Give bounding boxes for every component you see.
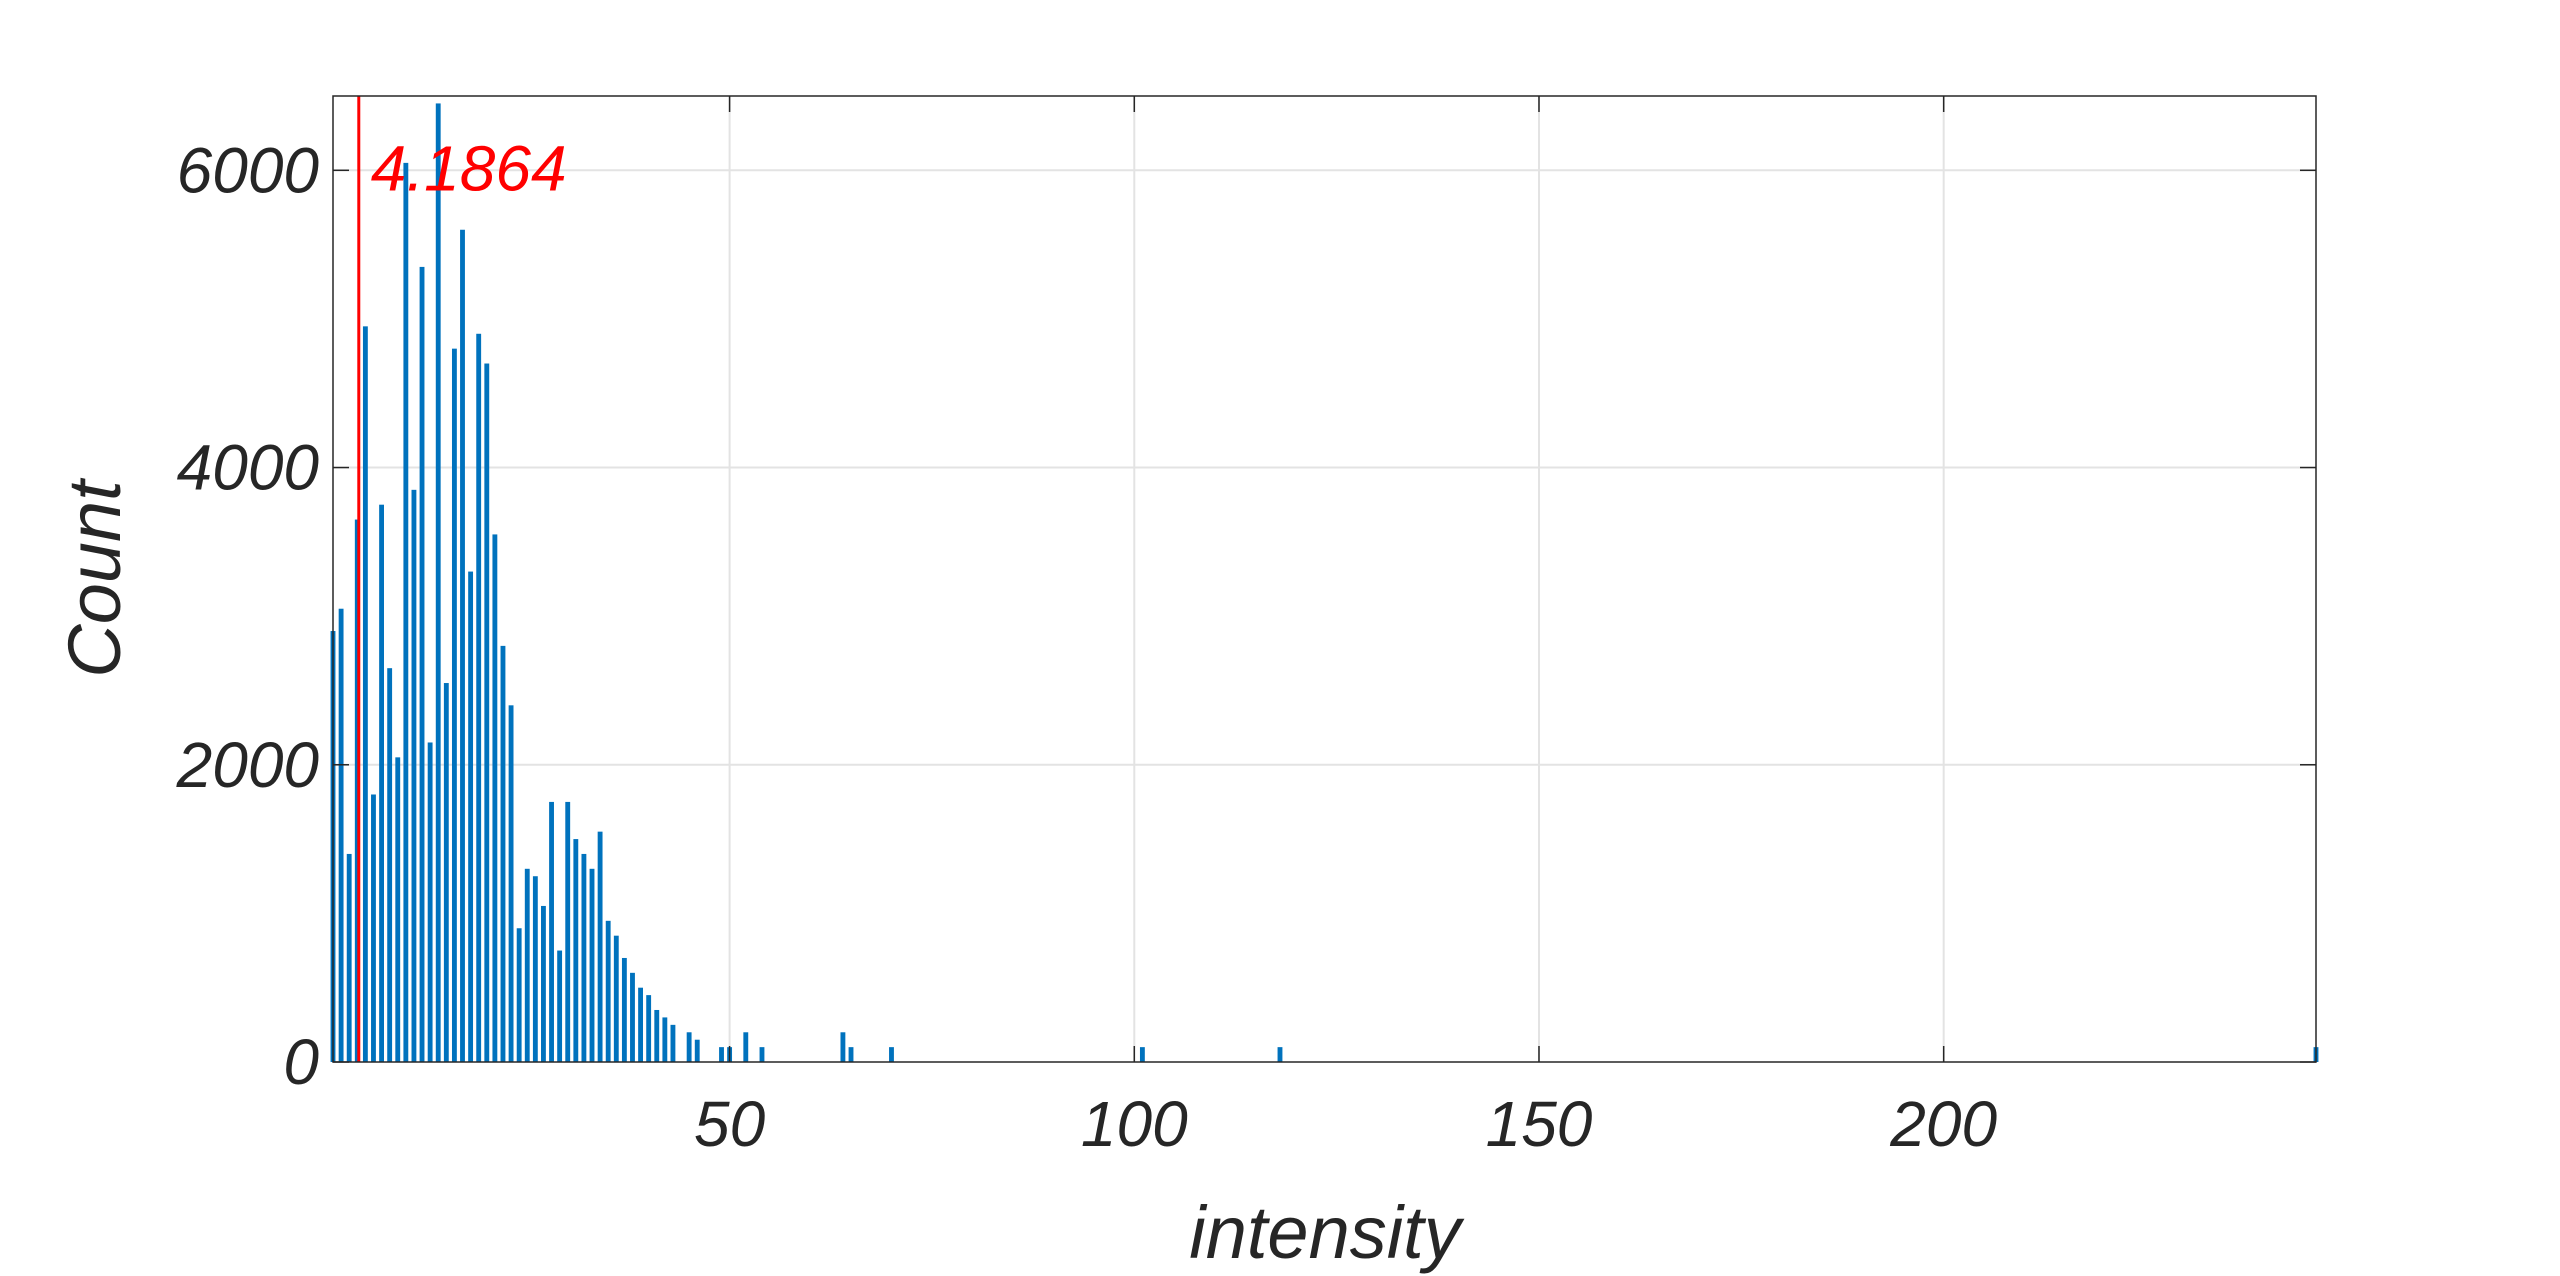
histogram-bar <box>889 1047 894 1062</box>
histogram-bar <box>354 519 360 1062</box>
histogram-bar <box>621 957 627 1062</box>
y-tick-label: 0 <box>283 1026 319 1098</box>
histogram-bar <box>476 333 482 1062</box>
histogram-bar <box>557 950 563 1062</box>
histogram-bar <box>362 326 368 1063</box>
histogram-bar <box>508 705 514 1062</box>
histogram-bar <box>516 928 522 1062</box>
histogram-bar <box>500 645 506 1062</box>
y-axis-ticks: 0 2000 4000 6000 <box>176 134 2316 1098</box>
histogram-bar <box>743 1032 749 1062</box>
histogram-bar <box>484 363 490 1062</box>
histogram-bar <box>686 1032 692 1062</box>
histogram-bar <box>848 1047 854 1062</box>
histogram-bar <box>403 162 409 1062</box>
plot-frame <box>332 95 2317 1063</box>
histogram-bar <box>670 1024 676 1062</box>
x-tick-label: 150 <box>1486 1088 1593 1160</box>
histogram-bar <box>549 801 554 1062</box>
histogram-bar <box>541 905 546 1062</box>
histogram-bar <box>379 504 384 1062</box>
histogram-bar <box>338 608 344 1062</box>
histogram-bar <box>646 995 652 1062</box>
histogram-bar <box>395 757 401 1062</box>
histogram-bar <box>387 668 393 1062</box>
histogram-bar <box>573 839 579 1062</box>
histogram-bar <box>419 266 425 1062</box>
histogram-bar <box>492 534 498 1062</box>
histogram-bar <box>371 794 376 1062</box>
histogram-bar <box>427 742 433 1062</box>
histogram-bar <box>524 868 530 1062</box>
histogram-bar <box>638 987 643 1062</box>
histogram-bar <box>532 876 538 1062</box>
threshold-line-group: 4.1864 <box>357 96 567 1062</box>
y-tick-label: 4000 <box>177 432 320 504</box>
histogram-bar <box>597 831 603 1062</box>
x-tick-label: 50 <box>694 1088 766 1160</box>
histogram-bar <box>662 1017 668 1062</box>
x-axis-ticks: 50 100 150 200 <box>694 96 1997 1160</box>
histogram-bar <box>630 972 635 1062</box>
histogram-bar <box>468 571 474 1062</box>
threshold-label: 4.1864 <box>371 132 567 204</box>
histogram-bar <box>411 489 417 1063</box>
histogram-bar <box>1277 1047 1283 1062</box>
histogram-bar <box>719 1047 724 1062</box>
histogram-bar <box>605 920 611 1062</box>
x-axis-label: intensity <box>1189 1191 1464 1274</box>
histogram-bars <box>330 103 2319 1063</box>
histogram-bar <box>435 103 441 1063</box>
histogram-bar <box>581 853 587 1062</box>
histogram-bar <box>654 1009 660 1062</box>
plot-area <box>333 96 2316 1062</box>
x-tick-label: 100 <box>1081 1088 1188 1160</box>
y-axis-label: Count <box>53 477 136 678</box>
histogram-bar <box>694 1039 700 1062</box>
histogram-bar <box>589 868 595 1062</box>
histogram-bar <box>759 1047 765 1062</box>
y-tick-label: 6000 <box>177 134 320 206</box>
histogram-bar <box>460 229 465 1062</box>
histogram-bar <box>451 348 457 1062</box>
y-tick-label: 2000 <box>176 729 320 801</box>
histogram-bar <box>443 683 449 1062</box>
histogram-bar <box>840 1032 846 1062</box>
x-tick-label: 200 <box>1889 1088 1997 1160</box>
histogram-bar <box>565 801 571 1062</box>
histogram-bar <box>1139 1047 1145 1062</box>
grid-lines <box>333 96 2316 1062</box>
histogram-bar <box>613 935 619 1062</box>
histogram-bar <box>346 853 352 1062</box>
